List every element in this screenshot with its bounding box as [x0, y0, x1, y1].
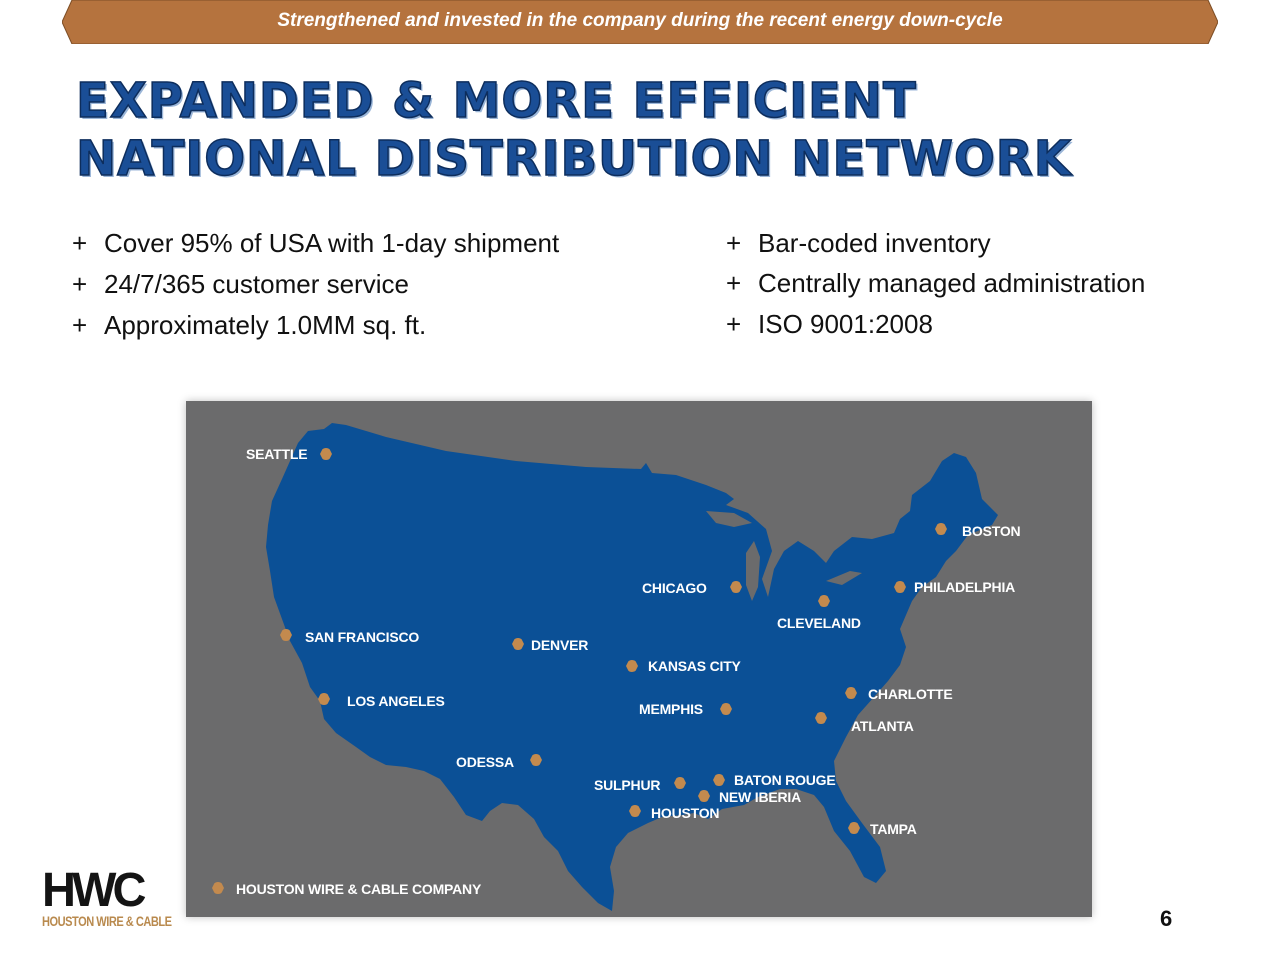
marker-cleveland: [818, 595, 830, 607]
great-lakes-michigan: [746, 541, 760, 601]
city-label-houston: HOUSTON: [651, 805, 720, 821]
page-title: EXPANDED & MORE EFFICIENT NATIONAL DISTR…: [75, 72, 1072, 188]
marker-sulphur: [674, 777, 686, 789]
city-label-charlotte: CHARLOTTE: [868, 686, 953, 702]
title-line-2: NATIONAL DISTRIBUTION NETWORK: [75, 130, 1072, 188]
bullet-text: Cover 95% of USA with 1-day shipment: [104, 228, 560, 258]
bullet-text: ISO 9001:2008: [758, 309, 933, 339]
bullet-item: + Cover 95% of USA with 1-day shipment: [72, 228, 559, 269]
title-line-1: EXPANDED & MORE EFFICIENT: [75, 72, 917, 130]
marker-tampa: [848, 822, 860, 834]
top-banner: Strengthened and invested in the company…: [62, 0, 1218, 44]
city-label-seattle: SEATTLE: [246, 446, 308, 462]
bullet-item: + Bar-coded inventory: [726, 228, 1145, 269]
city-label-philadelphia: PHILADELPHIA: [914, 579, 1016, 595]
bullet-text: 24/7/365 customer service: [104, 269, 409, 299]
marker-atlanta: [815, 712, 827, 724]
plus-icon: +: [72, 269, 88, 299]
marker-baton-rouge: [713, 774, 725, 786]
bullet-text: Bar-coded inventory: [758, 228, 991, 258]
city-label-los-angeles: LOS ANGELES: [347, 693, 445, 709]
distribution-map: SEATTLE BOSTON CHICAGO PHILADELPHIA CLEV…: [186, 401, 1092, 917]
marker-kansas-city: [626, 660, 638, 672]
marker-los-angeles: [318, 693, 330, 705]
plus-icon: +: [726, 309, 742, 339]
bullet-text: Centrally managed administration: [758, 268, 1146, 298]
plus-icon: +: [72, 228, 88, 258]
city-label-baton-rouge: BATON ROUGE: [734, 772, 836, 788]
marker-chicago: [730, 581, 742, 593]
city-label-new-iberia: NEW IBERIA: [719, 789, 802, 805]
marker-san-francisco: [280, 629, 292, 641]
city-label-odessa: ODESSA: [456, 754, 514, 770]
logo-mark: HWC: [42, 864, 147, 917]
marker-denver: [512, 638, 524, 650]
city-label-boston: BOSTON: [962, 523, 1021, 539]
marker-memphis: [720, 703, 732, 715]
bullet-item: + Approximately 1.0MM sq. ft.: [72, 310, 559, 351]
bullet-item: + Centrally managed administration: [726, 268, 1145, 309]
marker-seattle: [320, 448, 332, 460]
page-number: 6: [1160, 906, 1173, 931]
city-label-sulphur: SULPHUR: [594, 777, 661, 793]
bullet-item: + ISO 9001:2008: [726, 309, 1145, 350]
company-logo: HWC HOUSTON WIRE & CABLE: [42, 864, 172, 930]
bullet-text: Approximately 1.0MM sq. ft.: [104, 310, 427, 340]
great-lakes-erie: [826, 571, 862, 585]
great-lakes-superior: [706, 511, 752, 527]
marker-philadelphia: [894, 581, 906, 593]
bullet-item: +24/7/365 customer service: [72, 269, 559, 310]
city-label-chicago: CHICAGO: [642, 580, 707, 596]
city-label-atlanta: ATLANTA: [851, 718, 914, 734]
marker-boston: [935, 523, 947, 535]
plus-icon: +: [726, 228, 742, 258]
city-label-memphis: MEMPHIS: [639, 701, 703, 717]
logo-subtitle: HOUSTON WIRE & CABLE: [42, 914, 172, 929]
plus-icon: +: [726, 268, 742, 298]
city-label-kansas-city: KANSAS CITY: [648, 658, 741, 674]
bullet-list-left: + Cover 95% of USA with 1-day shipment +2…: [72, 228, 559, 351]
marker-odessa: [530, 754, 542, 766]
banner-text: Strengthened and invested in the company…: [277, 10, 1003, 31]
plus-icon: +: [72, 310, 88, 340]
city-label-cleveland: CLEVELAND: [777, 615, 861, 631]
bullet-list-right: + Bar-coded inventory + Centrally managed …: [726, 228, 1145, 350]
marker-new-iberia: [698, 790, 710, 802]
map-legend-text: HOUSTON WIRE & CABLE COMPANY: [236, 881, 482, 897]
marker-houston: [629, 805, 641, 817]
banner-shape: [62, 0, 1218, 44]
marker-charlotte: [845, 687, 857, 699]
city-label-san-francisco: SAN FRANCISCO: [305, 629, 420, 645]
city-label-tampa: TAMPA: [870, 821, 917, 837]
legend-marker: [212, 882, 224, 894]
usa-map-shape: [266, 423, 998, 911]
city-label-denver: DENVER: [531, 637, 589, 653]
